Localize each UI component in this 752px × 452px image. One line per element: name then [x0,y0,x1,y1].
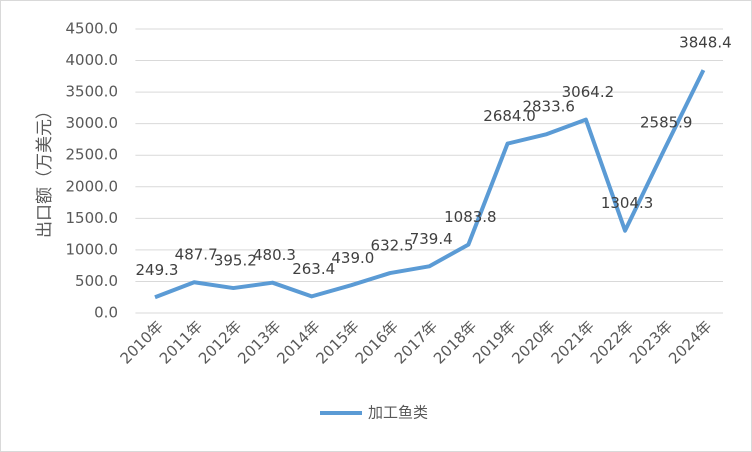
y-tick-label: 3000.0 [66,114,119,132]
data-label: 1304.3 [601,194,654,212]
y-tick-label: 0.0 [94,304,118,322]
data-label: 2585.9 [640,113,693,131]
y-tick-label: 1500.0 [66,209,119,227]
y-tick-label: 2500.0 [66,146,119,164]
data-label: 439.0 [331,249,374,267]
y-tick-label: 4500.0 [66,20,119,38]
legend-label: 加工鱼类 [368,404,428,422]
data-label: 2833.6 [522,98,575,116]
y-axis-title: 出口额（万美元） [35,102,55,238]
data-label: 480.3 [253,246,296,264]
y-tick-label: 1000.0 [66,240,119,258]
data-label: 1083.8 [444,208,497,226]
y-tick-label: 500.0 [75,272,118,290]
y-tick-label: 2000.0 [66,177,119,195]
y-tick-label: 3500.0 [66,83,119,101]
data-label: 3064.2 [562,83,615,101]
data-label: 487.7 [175,246,218,264]
data-label: 3848.4 [679,34,732,52]
data-line [154,69,706,300]
data-label: 632.5 [371,237,414,255]
data-label: 2684.0 [483,107,536,125]
y-tick-label: 4000.0 [66,51,119,69]
data-label: 739.4 [410,230,453,248]
data-label: 249.3 [136,261,179,279]
data-label: 263.4 [292,260,335,278]
data-label: 395.2 [214,252,257,270]
